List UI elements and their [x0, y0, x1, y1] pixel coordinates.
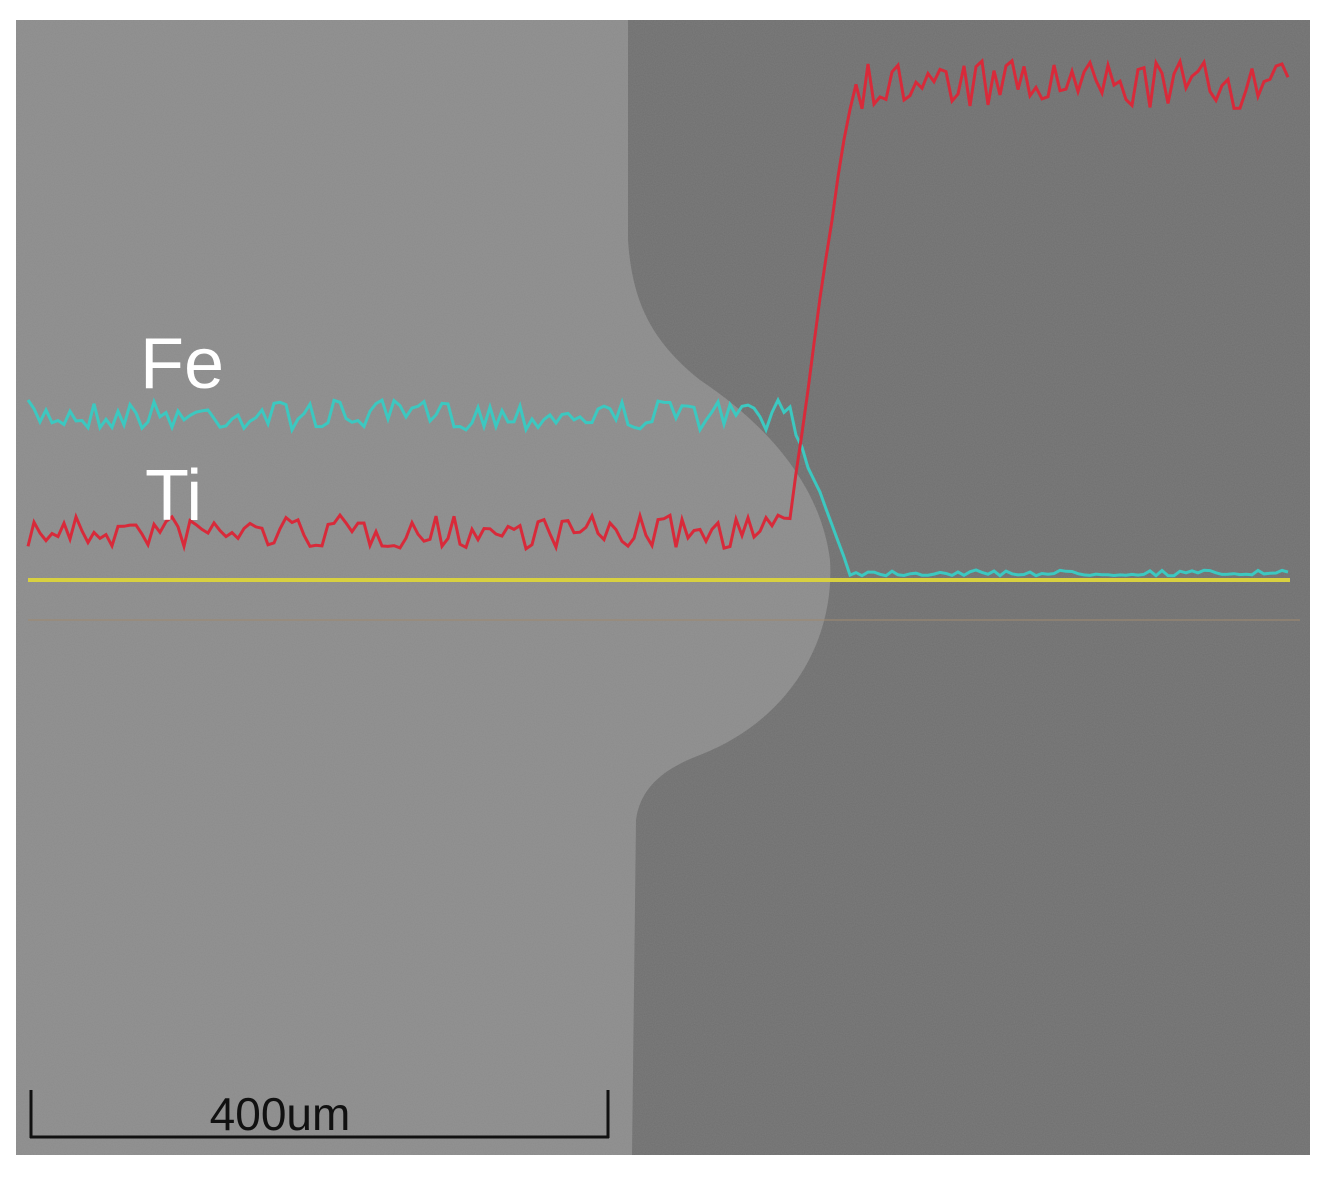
scale-bar-label: 400um: [210, 1088, 351, 1140]
fe-label: Fe: [140, 324, 224, 404]
ti-label: Ti: [145, 456, 202, 536]
fe-profile: [26, 396, 1289, 578]
ti-profile: [26, 56, 1290, 553]
image-grain: [16, 20, 1310, 1155]
scale-bar: 400um: [29, 1088, 610, 1140]
